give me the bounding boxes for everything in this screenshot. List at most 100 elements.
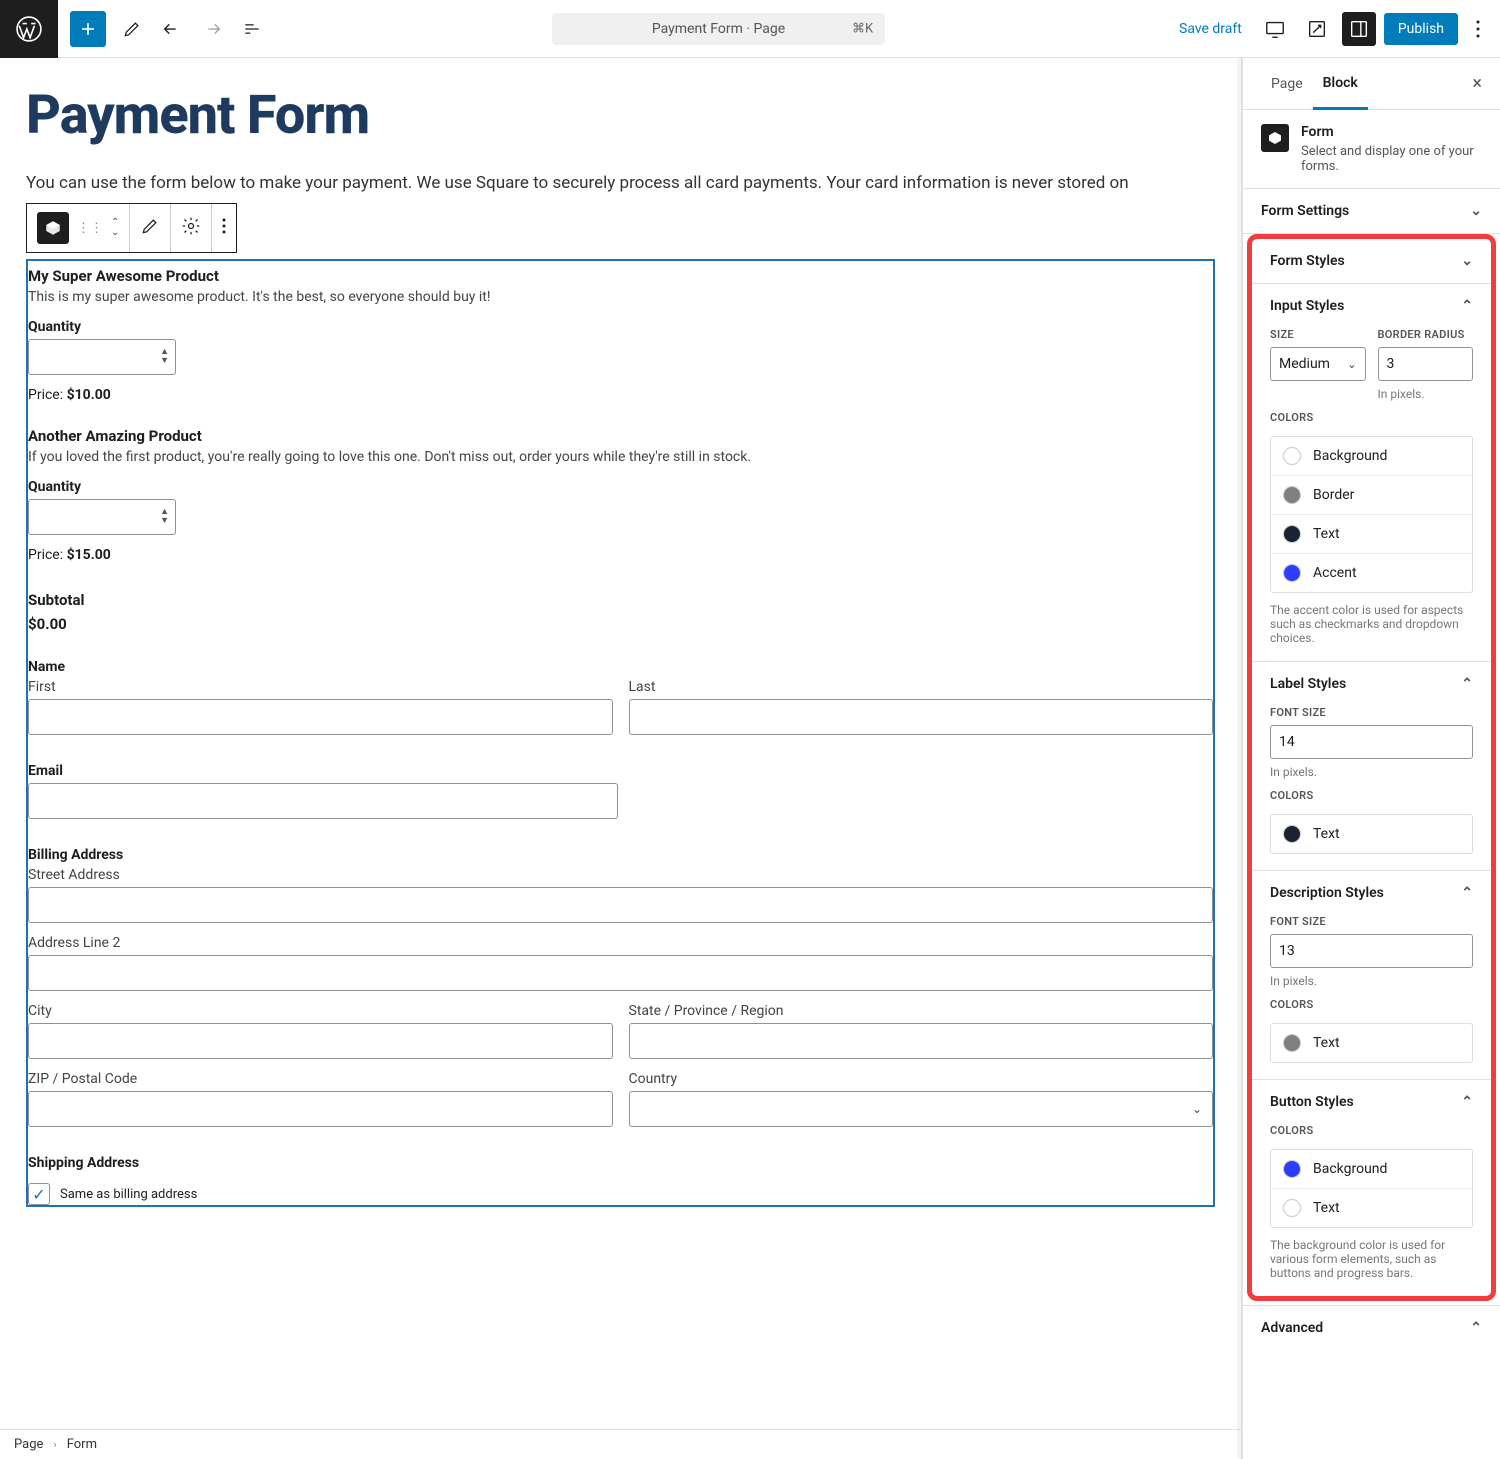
desc-colors-box: Text xyxy=(1270,1023,1473,1063)
country-select[interactable]: ⌄ xyxy=(629,1091,1214,1127)
breadcrumb-form[interactable]: Form xyxy=(67,1437,97,1452)
color-text[interactable]: Text xyxy=(1271,515,1472,554)
panel-head-advanced[interactable]: Advanced ⌃ xyxy=(1243,1306,1500,1350)
chevron-up-icon: ⌃ xyxy=(1470,1320,1482,1336)
label-colors-box: Text xyxy=(1270,814,1473,854)
street-label: Street Address xyxy=(28,867,1213,887)
scrollbar[interactable] xyxy=(1237,58,1243,1459)
intro-text[interactable]: You can use the form below to make your … xyxy=(26,173,1215,193)
swatch-icon xyxy=(1283,1034,1301,1052)
preview-desktop-icon[interactable] xyxy=(1258,12,1292,46)
edit-block-icon[interactable] xyxy=(140,216,160,240)
panel-head-label-styles[interactable]: Label Styles ⌃ xyxy=(1252,662,1491,706)
block-movers[interactable]: ⌃⌄ xyxy=(111,218,119,238)
block-description: Select and display one of your forms. xyxy=(1301,144,1482,174)
last-name-input[interactable] xyxy=(629,699,1214,735)
form-block[interactable]: My Super Awesome Product This is my supe… xyxy=(26,259,1215,1207)
color-background[interactable]: Background xyxy=(1271,437,1472,476)
settings-sidebar-toggle[interactable] xyxy=(1342,12,1376,46)
address2-input[interactable] xyxy=(28,955,1213,991)
label-fontsize-input[interactable]: 14 xyxy=(1270,725,1473,759)
document-title-pill[interactable]: Payment Form · Page ⌘K xyxy=(552,13,885,45)
command-shortcut: ⌘K xyxy=(852,21,873,36)
quantity-label: Quantity xyxy=(28,313,1213,339)
publish-button[interactable]: Publish xyxy=(1384,13,1458,45)
street-input[interactable] xyxy=(28,887,1213,923)
swatch-icon xyxy=(1283,486,1301,504)
same-as-billing-checkbox[interactable]: ✓ xyxy=(28,1183,50,1205)
edit-mode-icon[interactable] xyxy=(118,15,146,43)
settings-sidebar: Page Block × Form Select and display one… xyxy=(1242,58,1500,1459)
radius-input[interactable]: 3 xyxy=(1378,347,1474,381)
document-outline-icon[interactable] xyxy=(238,15,266,43)
swatch-icon xyxy=(1283,1160,1301,1178)
drag-handle-icon[interactable]: ⋮⋮ xyxy=(77,221,103,236)
color-accent[interactable]: Accent xyxy=(1271,554,1472,592)
undo-icon[interactable] xyxy=(158,15,186,43)
first-name-label: First xyxy=(28,679,613,699)
email-input[interactable] xyxy=(28,783,618,819)
color-text[interactable]: Text xyxy=(1271,1024,1472,1062)
block-type-icon[interactable] xyxy=(37,212,69,244)
right-toolbar: Save draft Publish xyxy=(1171,12,1490,46)
state-label: State / Province / Region xyxy=(629,1003,1214,1023)
breadcrumb: Page › Form xyxy=(0,1429,1241,1459)
panel-head-button-styles[interactable]: Button Styles ⌃ xyxy=(1252,1080,1491,1124)
city-input[interactable] xyxy=(28,1023,613,1059)
zip-input[interactable] xyxy=(28,1091,613,1127)
breadcrumb-page[interactable]: Page xyxy=(14,1437,43,1452)
sidebar-tabs: Page Block × xyxy=(1243,58,1500,110)
quantity-label: Quantity xyxy=(28,473,1213,499)
color-border[interactable]: Border xyxy=(1271,476,1472,515)
more-options-icon[interactable] xyxy=(1466,12,1490,46)
quantity-stepper[interactable]: ▲▼ xyxy=(28,339,176,375)
chevron-right-icon: › xyxy=(53,1438,56,1451)
panel-head-input-styles[interactable]: Input Styles ⌃ xyxy=(1252,284,1491,328)
tab-page[interactable]: Page xyxy=(1261,60,1313,108)
add-block-button[interactable] xyxy=(70,11,106,47)
view-icon[interactable] xyxy=(1300,12,1334,46)
product-title: Another Amazing Product xyxy=(28,421,1213,449)
fontsize-helper: In pixels. xyxy=(1270,759,1473,779)
chevron-up-icon: ⌃ xyxy=(1461,885,1473,901)
chevron-up-icon: ⌃ xyxy=(1461,676,1473,692)
color-text[interactable]: Text xyxy=(1271,1189,1472,1227)
highlight-annotation: Form Styles ⌄ Input Styles ⌃ SIZE xyxy=(1247,234,1496,1301)
input-colors-box: Background Border Text Accent xyxy=(1270,436,1473,593)
block-header: Form Select and display one of your form… xyxy=(1243,110,1500,189)
color-background[interactable]: Background xyxy=(1271,1150,1472,1189)
tab-block[interactable]: Block xyxy=(1313,59,1368,110)
chevron-up-icon: ⌃ xyxy=(1461,298,1473,314)
desc-fontsize-input[interactable]: 13 xyxy=(1270,934,1473,968)
close-icon[interactable]: × xyxy=(1472,73,1482,94)
block-settings-icon[interactable] xyxy=(181,216,201,240)
panel-head-form-settings[interactable]: Form Settings ⌄ xyxy=(1243,189,1500,233)
editor-canvas: Payment Form You can use the form below … xyxy=(0,58,1242,1459)
accent-helper: The accent color is used for aspects suc… xyxy=(1270,593,1473,645)
panel-head-description-styles[interactable]: Description Styles ⌃ xyxy=(1252,871,1491,915)
first-name-input[interactable] xyxy=(28,699,613,735)
quantity-stepper[interactable]: ▲▼ xyxy=(28,499,176,535)
panel-button-styles: Button Styles ⌃ COLORS Background Text T… xyxy=(1252,1080,1491,1296)
panel-head-form-styles[interactable]: Form Styles ⌄ xyxy=(1252,239,1491,283)
fontsize-helper: In pixels. xyxy=(1270,968,1473,988)
size-label: SIZE xyxy=(1270,328,1366,347)
fontsize-label: FONT SIZE xyxy=(1270,915,1473,934)
panel-form-styles: Form Styles ⌄ xyxy=(1252,239,1491,284)
chevron-down-icon: ⌄ xyxy=(1470,203,1482,219)
colors-label: COLORS xyxy=(1270,1124,1473,1143)
size-select[interactable]: Medium⌄ xyxy=(1270,347,1366,381)
wordpress-logo[interactable] xyxy=(0,0,58,58)
toolbar-icons xyxy=(118,15,266,43)
redo-icon[interactable] xyxy=(198,15,226,43)
block-more-icon[interactable] xyxy=(222,218,226,238)
radius-label: BORDER RADIUS xyxy=(1378,328,1474,347)
page-title[interactable]: Payment Form xyxy=(26,84,1215,147)
state-input[interactable] xyxy=(629,1023,1214,1059)
save-draft-link[interactable]: Save draft xyxy=(1171,15,1250,43)
fontsize-label: FONT SIZE xyxy=(1270,706,1473,725)
top-toolbar: Payment Form · Page ⌘K Save draft Publis… xyxy=(0,0,1500,58)
product-title: My Super Awesome Product xyxy=(28,261,1213,289)
subtotal-value: $0.00 xyxy=(28,609,1213,653)
color-text[interactable]: Text xyxy=(1271,815,1472,853)
